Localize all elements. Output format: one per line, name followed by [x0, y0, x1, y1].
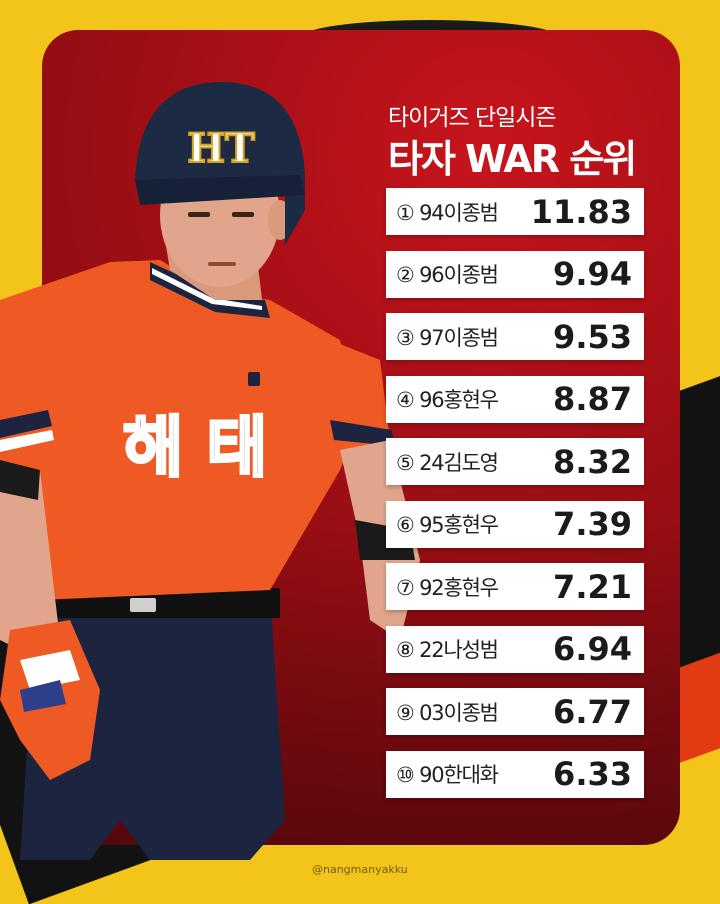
- war-value: 8.32: [553, 442, 632, 481]
- rank-row-left: ② 96이종범: [396, 259, 499, 289]
- player-season: 96이종범: [419, 263, 499, 287]
- rank-row-left: ③ 97이종범: [396, 322, 499, 352]
- war-ranking-list: ① 94이종범 11.83 ② 96이종범 9.94 ③ 97이종범 9.53 …: [386, 188, 644, 813]
- rank-number: ⑧: [396, 638, 415, 662]
- rank-number-player: ⑤ 24김도영: [396, 447, 499, 477]
- rank-row-9: ⑨ 03이종범 6.77: [386, 688, 644, 735]
- rank-number: ③: [396, 325, 415, 350]
- war-value: 6.94: [553, 630, 632, 668]
- rank-number-player: ④ 96홍현우: [396, 384, 499, 414]
- rank-number-player: ③ 97이종범: [396, 322, 499, 352]
- page-title: 타자 WAR 순위: [388, 137, 637, 181]
- helmet-logo: HT: [187, 125, 255, 172]
- rank-number: ④: [396, 388, 415, 412]
- rank-row-left: ⑦ 92홍현우: [396, 572, 499, 602]
- player-season: 95홍현우: [419, 513, 499, 537]
- rank-row-left: ④ 96홍현우: [396, 384, 499, 414]
- player-illustration: HT 해 태: [0, 81, 420, 860]
- player-season: 03이종범: [419, 700, 499, 725]
- rank-row-left: ⑤ 24김도영: [396, 447, 499, 477]
- rank-row-5: ⑤ 24김도영 8.32: [386, 438, 644, 485]
- rank-row-2: ② 96이종범 9.94: [386, 250, 644, 298]
- war-value: 8.87: [553, 380, 632, 418]
- rank-number: ⑨: [396, 700, 415, 725]
- rank-row-left: ① 94이종범: [396, 197, 499, 227]
- player-season: 90한대화: [419, 763, 499, 787]
- rank-number: ⑦: [396, 575, 415, 600]
- rank-number-player: ⑩ 90한대화: [396, 759, 499, 789]
- rank-row-left: ⑧ 22나성범: [396, 634, 499, 664]
- rank-number-player: ⑧ 22나성범: [396, 634, 499, 664]
- rank-row-left: ⑥ 95홍현우: [396, 509, 499, 539]
- credit-handle: @nangmanyakku: [312, 863, 408, 876]
- player-season: 92홍현우: [419, 575, 499, 600]
- war-value: 6.33: [553, 755, 632, 793]
- war-value: 6.77: [553, 692, 632, 731]
- rank-number-player: ⑥ 95홍현우: [396, 509, 499, 539]
- rank-number: ⑥: [396, 513, 415, 537]
- war-value: 9.94: [553, 255, 632, 293]
- rank-number: ①: [396, 200, 415, 225]
- rank-row-7: ⑦ 92홍현우 7.21: [386, 563, 644, 610]
- rank-number-player: ⑨ 03이종범: [396, 697, 499, 727]
- player-season: 94이종범: [419, 200, 499, 225]
- rank-number-player: ② 96이종범: [396, 259, 499, 289]
- rank-row-left: ⑨ 03이종범: [396, 697, 499, 727]
- subtitle: 타이거즈 단일시즌: [388, 105, 557, 131]
- player-season: 22나성범: [419, 638, 499, 662]
- player-season: 97이종범: [419, 325, 499, 350]
- jersey-lettering: 해 태: [123, 409, 267, 486]
- player-season: 24김도영: [419, 450, 499, 475]
- rank-number-player: ⑦ 92홍현우: [396, 572, 499, 602]
- rank-row-3: ③ 97이종범 9.53: [386, 313, 644, 360]
- rank-row-6: ⑥ 95홍현우 7.39: [386, 500, 644, 548]
- war-value: 7.21: [553, 567, 632, 606]
- war-value: 9.53: [553, 317, 632, 356]
- rank-row-10: ⑩ 90한대화 6.33: [386, 750, 644, 798]
- war-value: 7.39: [553, 505, 632, 543]
- rank-number: ⑤: [396, 450, 415, 475]
- background-top-stroke: [300, 20, 560, 56]
- war-value: 11.83: [530, 192, 632, 231]
- rank-row-1: ① 94이종범 11.83: [386, 188, 644, 235]
- rank-number-player: ① 94이종범: [396, 197, 499, 227]
- rank-number: ②: [396, 263, 415, 287]
- rank-row-left: ⑩ 90한대화: [396, 759, 499, 789]
- rank-row-8: ⑧ 22나성범 6.94: [386, 625, 644, 673]
- player-season: 96홍현우: [419, 388, 499, 412]
- rank-row-4: ④ 96홍현우 8.87: [386, 375, 644, 423]
- rank-number: ⑩: [396, 763, 415, 787]
